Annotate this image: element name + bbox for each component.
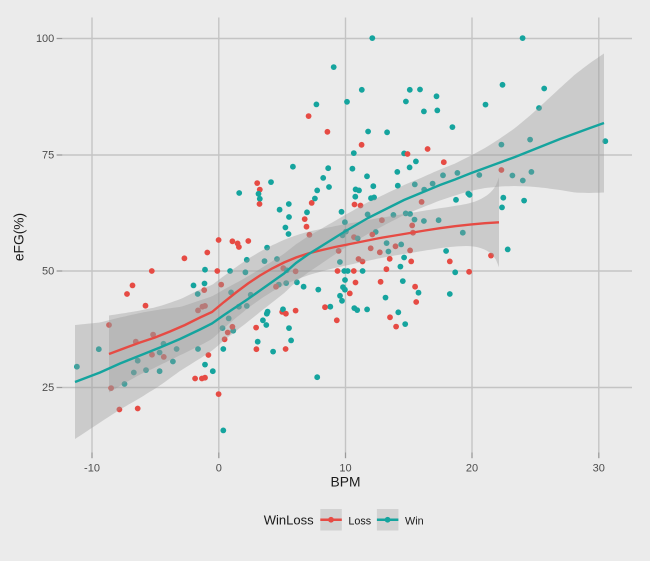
svg-text:30: 30 (593, 463, 605, 475)
svg-text:0: 0 (216, 463, 222, 475)
svg-text:25: 25 (42, 382, 54, 394)
svg-text:Win: Win (405, 515, 424, 527)
svg-text:BPM: BPM (331, 475, 361, 490)
svg-text:10: 10 (339, 463, 351, 475)
svg-text:eFG(%): eFG(%) (12, 213, 27, 261)
svg-text:-10: -10 (84, 463, 100, 475)
svg-text:75: 75 (42, 149, 54, 161)
svg-text:Loss: Loss (348, 515, 371, 527)
svg-text:WinLoss: WinLoss (264, 512, 314, 527)
svg-text:100: 100 (36, 33, 54, 45)
svg-text:50: 50 (42, 265, 54, 277)
svg-text:20: 20 (466, 463, 478, 475)
